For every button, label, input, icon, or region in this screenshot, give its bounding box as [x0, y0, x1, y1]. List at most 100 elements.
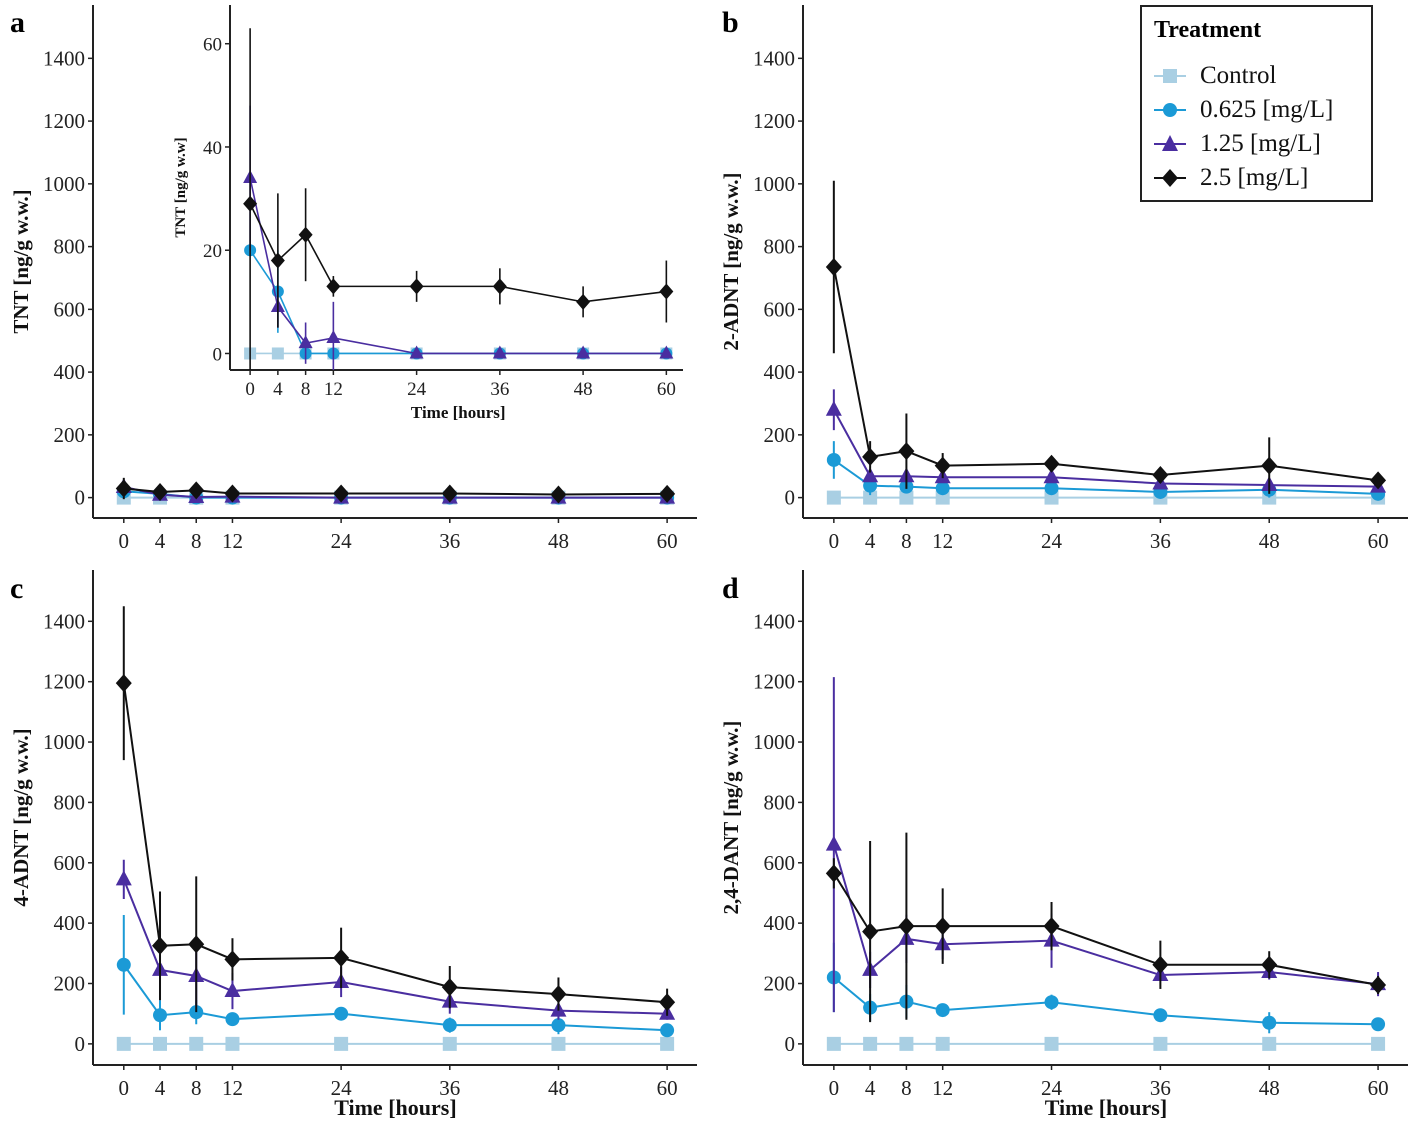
y-tick-label: 1400	[753, 609, 795, 633]
x-axis-title: Time [hours]	[334, 1095, 456, 1120]
data-point	[660, 1023, 675, 1038]
data-point	[1044, 995, 1059, 1010]
data-point	[862, 467, 879, 483]
data-point	[442, 1018, 457, 1033]
x-tick-label: 48	[1259, 529, 1280, 553]
y-tick-label: 0	[785, 1032, 796, 1056]
data-point	[116, 957, 131, 972]
x-tick-label: 4	[273, 379, 283, 400]
data-point	[826, 452, 841, 467]
series-3	[825, 180, 1387, 494]
data-point	[659, 345, 674, 359]
y-tick-label: 400	[764, 360, 796, 384]
y-tick-label: 1400	[43, 46, 85, 70]
panel-letter: c	[10, 572, 23, 605]
data-point	[659, 283, 674, 300]
y-tick-label: 0	[75, 1032, 86, 1056]
legend-label: Control	[1200, 62, 1277, 89]
x-tick-label: 4	[865, 529, 876, 553]
y-tick-label: 800	[54, 235, 86, 259]
data-point	[550, 485, 567, 504]
series-line	[122, 964, 668, 1032]
data-point	[153, 1036, 168, 1051]
legend-title: Treatment	[1154, 17, 1262, 43]
x-tick-label: 0	[245, 379, 255, 400]
legend-label: 0.625 [mg/L]	[1200, 96, 1334, 123]
y-tick-label: 800	[764, 790, 796, 814]
x-tick-label: 24	[407, 379, 427, 400]
legend-item-control: Control	[1152, 61, 1367, 91]
series-line	[249, 203, 667, 303]
data-point	[270, 252, 285, 269]
series-line	[249, 177, 667, 355]
x-tick-label: 36	[1150, 1076, 1171, 1100]
y-axis-title: 2-ADNT [ng/g w.w.]	[719, 172, 743, 350]
data-point	[826, 1036, 841, 1051]
y-tick-label: 400	[54, 360, 86, 384]
data-point	[825, 400, 842, 416]
data-point	[1043, 468, 1060, 484]
data-point	[442, 1036, 457, 1051]
y-tick-label: 1400	[753, 46, 795, 70]
data-point	[334, 1006, 349, 1021]
x-tick-label: 4	[155, 529, 166, 553]
data-point	[152, 482, 169, 501]
data-point	[898, 917, 915, 936]
x-tick-label: 0	[829, 529, 840, 553]
y-tick-label: 1000	[43, 172, 85, 196]
data-point	[409, 345, 424, 359]
series-line	[832, 844, 1379, 986]
y-axis-title: 2,4-DANT [ng/g w.w.]	[719, 721, 743, 915]
data-point	[224, 982, 241, 998]
data-point	[825, 835, 842, 851]
y-tick-label: 600	[54, 297, 86, 321]
square-marker-icon	[1154, 69, 1186, 83]
series-line	[123, 487, 668, 496]
circle-marker-icon	[1154, 103, 1186, 117]
y-tick-label: 1200	[753, 109, 795, 133]
data-point	[115, 674, 132, 693]
data-point	[189, 1036, 204, 1051]
data-point	[334, 1036, 349, 1051]
legend-label: 1.25 [mg/L]	[1200, 130, 1321, 157]
panel-letter: a	[10, 6, 25, 39]
x-tick-label: 12	[932, 529, 953, 553]
y-tick-label: 400	[764, 911, 796, 935]
series-3	[115, 477, 676, 504]
x-tick-label: 0	[119, 1076, 130, 1100]
x-tick-label: 48	[548, 529, 569, 553]
data-point	[492, 345, 507, 359]
data-point	[1153, 1008, 1168, 1023]
series-2	[825, 389, 1387, 493]
x-tick-label: 12	[222, 529, 243, 553]
data-point	[1153, 1036, 1168, 1051]
x-tick-label: 4	[155, 1076, 166, 1100]
data-point	[492, 278, 507, 295]
data-point	[1044, 1036, 1059, 1051]
data-point	[1262, 1036, 1277, 1051]
x-tick-label: 8	[191, 529, 202, 553]
panel-letter: b	[722, 6, 739, 39]
x-tick-label: 60	[657, 529, 678, 553]
x-tick-label: 8	[301, 379, 311, 400]
data-point	[1371, 1036, 1386, 1051]
data-point	[934, 456, 951, 475]
y-tick-label: 60	[203, 35, 222, 56]
x-tick-label: 12	[932, 1076, 953, 1100]
data-point	[224, 484, 241, 503]
data-point	[826, 490, 841, 505]
data-point	[298, 335, 313, 349]
y-tick-label: 20	[203, 241, 222, 262]
y-tick-label: 200	[764, 423, 796, 447]
y-tick-label: 600	[764, 297, 796, 321]
data-point	[115, 479, 132, 498]
data-point	[1262, 1015, 1277, 1030]
series-line	[832, 409, 1379, 488]
data-point	[1261, 456, 1278, 475]
data-point	[935, 1003, 950, 1018]
x-tick-label: 8	[901, 529, 912, 553]
data-point	[825, 257, 842, 276]
x-tick-label: 24	[331, 529, 353, 553]
y-tick-label: 1000	[753, 172, 795, 196]
